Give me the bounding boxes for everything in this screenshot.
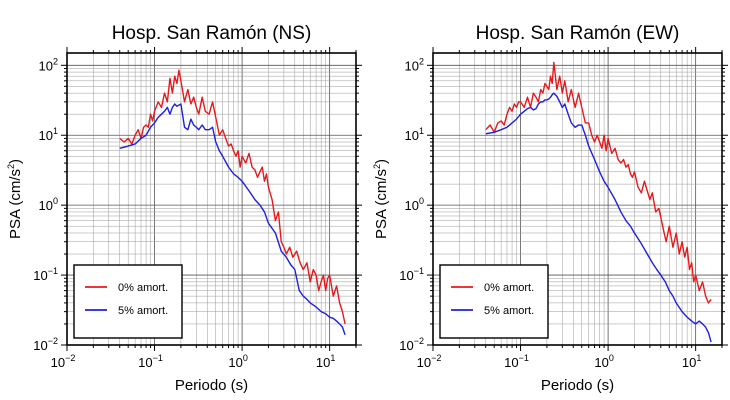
y-axis-label-sup: 2: [6, 164, 16, 169]
tick-exponent: −2: [65, 353, 75, 363]
tick-base: 10: [417, 355, 431, 370]
tick-exponent: −2: [414, 336, 424, 346]
series-line-damped: [119, 103, 346, 336]
tick-base: 10: [399, 338, 413, 353]
x-tick-label: 100: [594, 353, 613, 370]
plot-frame: [66, 52, 357, 346]
legend-box: [439, 264, 549, 339]
y-axis-label-close: ): [373, 159, 390, 164]
tick-base: 10: [138, 355, 152, 370]
tick-exponent: −1: [48, 266, 58, 276]
y-axis-label-close: ): [7, 159, 24, 164]
legend-label: 5% amort.: [484, 305, 534, 317]
tick-base: 10: [682, 355, 696, 370]
tick-base: 10: [504, 355, 518, 370]
series-line-undamped: [485, 61, 712, 304]
y-axis-label-base: PSA (cm/s: [7, 169, 24, 239]
tick-base: 10: [405, 128, 419, 143]
x-tick-label: 10−2: [51, 353, 76, 370]
x-tick-label: 100: [228, 353, 247, 370]
tick-base: 10: [399, 268, 413, 283]
legend-label: 5% amort.: [118, 305, 168, 317]
y-axis-label: PSA (cm/s2): [6, 159, 24, 239]
legend: 0% amort. 5% amort.: [439, 264, 549, 339]
x-tick-label: 10−2: [417, 353, 442, 370]
tick-exponent: −2: [431, 353, 441, 363]
tick-exponent: −2: [48, 336, 58, 346]
tick-base: 10: [39, 198, 53, 213]
legend: 0% amort. 5% amort.: [73, 264, 183, 339]
tick-base: 10: [33, 268, 47, 283]
chart-title: Hosp. San Ramón (EW): [476, 23, 680, 44]
x-axis-label: Periodo (s): [541, 377, 614, 394]
y-tick-label: 10−2: [399, 336, 424, 353]
tick-base: 10: [228, 355, 242, 370]
tick-exponent: 0: [609, 353, 614, 363]
chart-title: Hosp. San Ramón (NS): [112, 23, 312, 44]
tick-exponent: 2: [419, 56, 424, 66]
series-line-damped: [485, 92, 712, 343]
tick-base: 10: [39, 128, 53, 143]
tick-exponent: 1: [696, 353, 701, 363]
tick-exponent: 2: [53, 56, 58, 66]
y-axis-label-base: PSA (cm/s: [373, 169, 390, 239]
tick-base: 10: [316, 355, 330, 370]
y-tick-label: 10−2: [33, 336, 58, 353]
x-tick-label: 101: [682, 353, 701, 370]
x-axis-label: Periodo (s): [175, 377, 248, 394]
y-tick-label: 101: [39, 126, 58, 143]
y-tick-label: 100: [39, 196, 58, 213]
tick-base: 10: [405, 58, 419, 73]
tick-base: 10: [33, 338, 47, 353]
tick-exponent: 1: [330, 353, 335, 363]
tick-base: 10: [405, 198, 419, 213]
y-tick-label: 101: [405, 126, 424, 143]
plot-frame: [432, 52, 723, 346]
tick-base: 10: [39, 58, 53, 73]
tick-exponent: −1: [519, 353, 529, 363]
tick-base: 10: [51, 355, 65, 370]
tick-exponent: 0: [419, 196, 424, 206]
y-tick-label: 100: [405, 196, 424, 213]
x-tick-label: 10−1: [504, 353, 529, 370]
tick-exponent: −1: [414, 266, 424, 276]
tick-exponent: 0: [243, 353, 248, 363]
x-tick-label: 101: [316, 353, 335, 370]
y-axis-label-sup: 2: [372, 164, 382, 169]
tick-exponent: 1: [419, 126, 424, 136]
tick-exponent: −1: [153, 353, 163, 363]
y-tick-label: 10−1: [399, 266, 424, 283]
series-line-undamped: [119, 69, 346, 325]
y-axis-label: PSA (cm/s2): [372, 159, 390, 239]
tick-exponent: 0: [53, 196, 58, 206]
legend-box: [73, 264, 183, 339]
y-tick-label: 102: [405, 56, 424, 73]
legend-label: 0% amort.: [484, 282, 534, 294]
y-tick-label: 102: [39, 56, 58, 73]
tick-exponent: 1: [53, 126, 58, 136]
legend-label: 0% amort.: [118, 282, 168, 294]
tick-base: 10: [594, 355, 608, 370]
y-tick-label: 10−1: [33, 266, 58, 283]
x-tick-label: 10−1: [138, 353, 163, 370]
